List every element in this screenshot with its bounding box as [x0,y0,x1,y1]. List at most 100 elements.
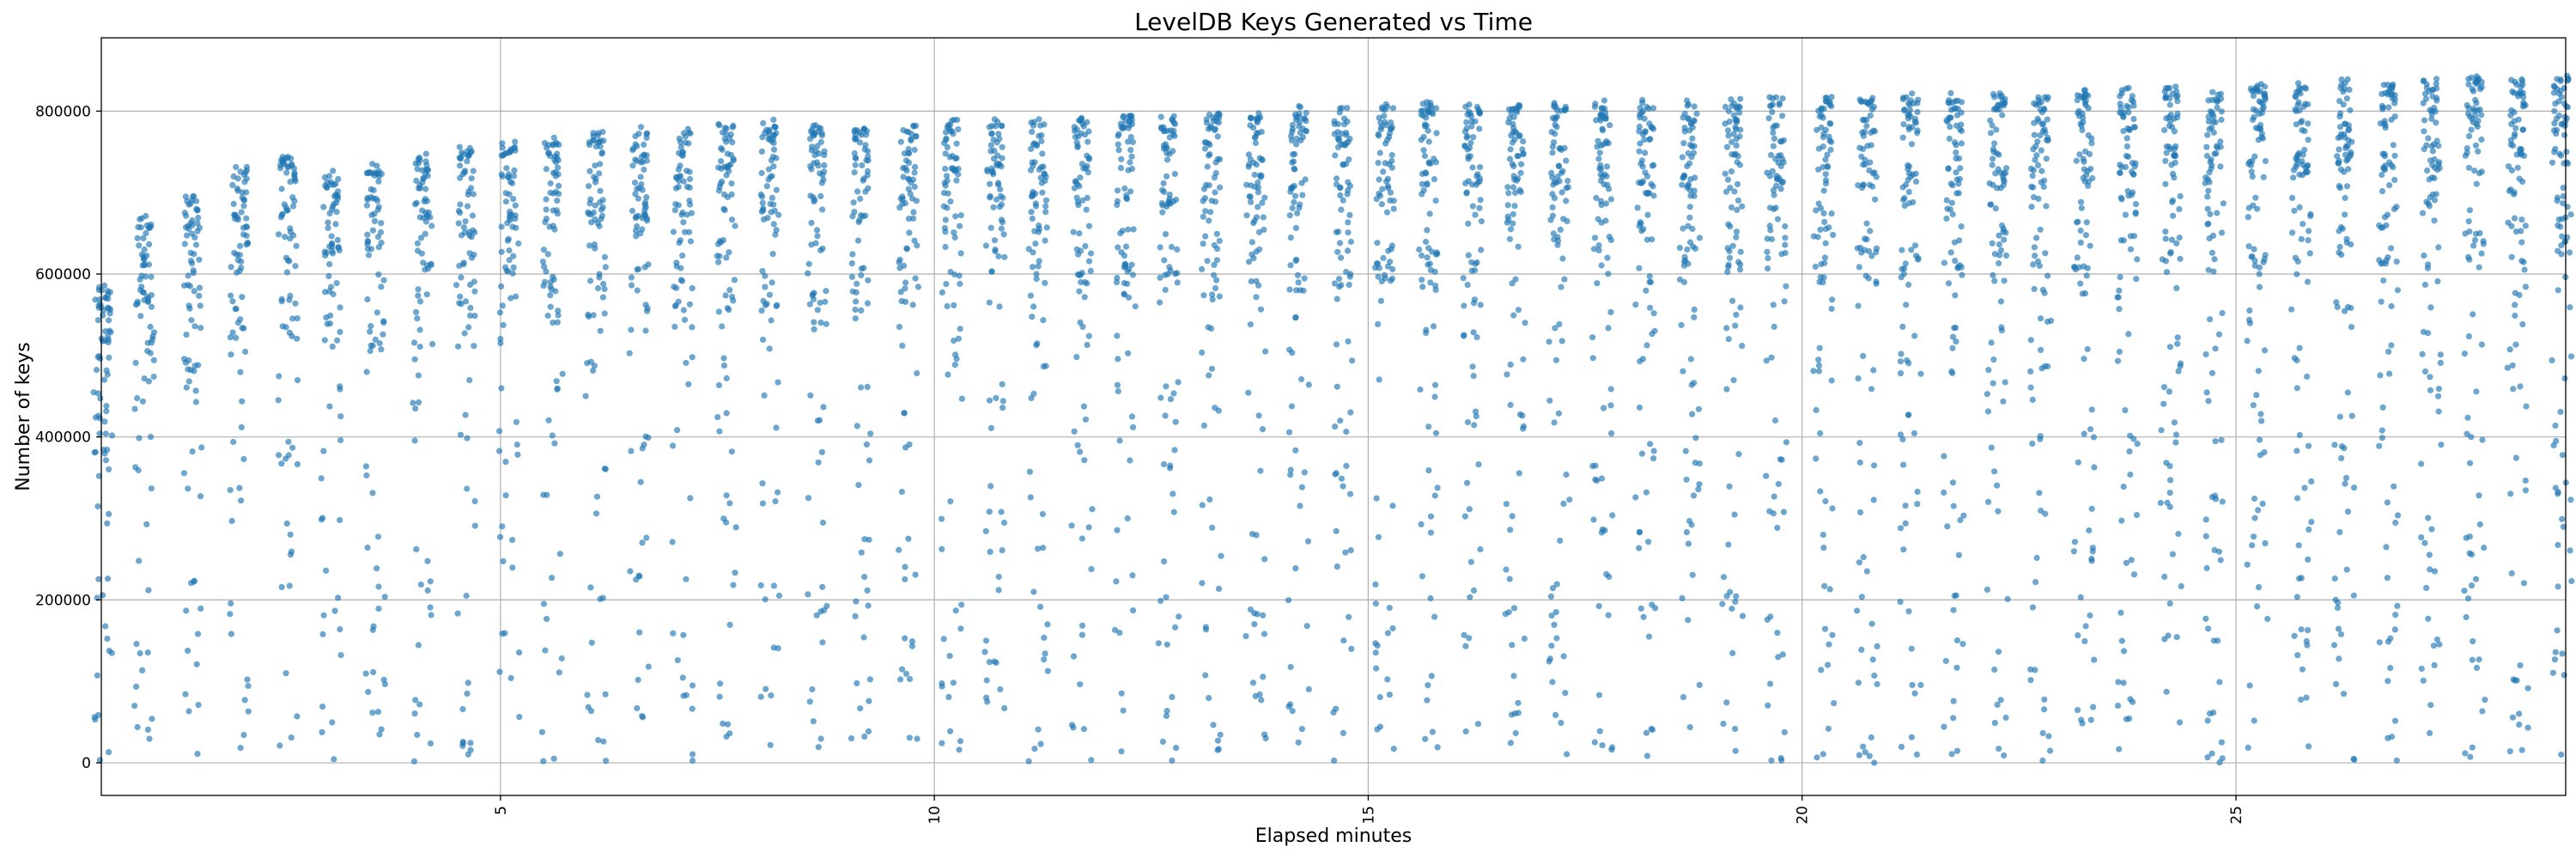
data-point [602,466,609,472]
data-point [686,184,694,191]
data-point [1739,203,1746,210]
data-point [1598,202,1605,209]
data-point [191,362,198,369]
data-point [2120,237,2127,244]
data-point [2027,368,2034,375]
data-point [1122,118,1129,125]
data-point [2549,159,2556,166]
data-point [2561,131,2568,138]
data-point [760,119,767,127]
data-point [1730,377,1737,384]
data-point [1386,605,1393,612]
data-point [141,375,148,382]
data-point [2120,128,2127,135]
data-point [1076,230,1083,237]
data-point [1389,265,1396,272]
data-point [855,218,862,226]
data-point [1347,271,1354,277]
data-point [2027,165,2035,172]
data-point [2219,309,2226,317]
data-point [991,116,998,123]
data-point [2563,103,2570,110]
data-point [2002,379,2008,386]
data-point [1995,649,2002,655]
data-point [1159,738,1166,746]
data-point [1781,298,1788,305]
data-point [2299,666,2306,673]
data-point [185,272,191,279]
data-point [2469,744,2476,751]
data-point [1519,412,1526,419]
data-point [628,282,635,289]
data-point [2336,528,2343,536]
data-point [674,427,681,434]
data-point [374,565,380,572]
data-point [1334,143,1342,150]
data-point [855,482,862,489]
data-point [423,291,430,298]
data-point [2342,120,2348,127]
data-point [462,411,469,418]
data-point [2344,389,2351,396]
data-point [908,179,914,186]
data-point [1200,213,1206,220]
data-point [2388,302,2395,310]
data-point [762,685,769,692]
data-point [809,292,816,299]
data-point [413,177,420,184]
data-point [762,272,769,279]
data-point [2202,174,2209,181]
data-point [463,593,470,600]
data-point [1505,190,1512,197]
data-point [669,539,676,545]
data-point [1736,104,1743,111]
data-point [2163,688,2170,695]
data-point [2032,253,2038,259]
data-point [860,213,866,220]
data-point [1118,748,1125,755]
data-point [2424,167,2431,174]
data-point [2173,634,2180,641]
data-point [1215,119,1222,126]
data-point [1725,336,1732,343]
data-point [2124,187,2131,195]
data-point [1637,140,1643,147]
data-point [549,432,556,439]
data-point [1377,297,1384,304]
data-point [1162,231,1170,238]
data-point [375,168,383,175]
data-point [999,219,1006,226]
data-point [506,247,513,254]
data-point [238,497,245,504]
data-point [1592,462,1599,469]
data-point [374,533,382,540]
data-point [2078,204,2085,211]
data-point [1957,516,1964,524]
data-point [2166,344,2173,350]
data-point [1261,731,1268,738]
data-point [957,738,964,745]
data-point [2087,716,2094,723]
data-point [601,253,609,260]
data-point [1073,194,1080,201]
data-point [2029,440,2036,448]
data-point [2207,710,2214,717]
data-point [239,325,246,332]
data-point [375,271,382,278]
data-point [2127,233,2134,240]
data-point [680,631,687,638]
data-point [454,343,462,350]
data-point [2516,710,2523,717]
data-point [2033,235,2040,241]
data-point [2560,185,2567,192]
data-point [1520,356,1527,362]
data-point [1381,113,1388,119]
data-point [670,630,677,637]
data-point [1898,743,1905,751]
data-point [2296,204,2303,210]
data-point [1984,586,1990,594]
data-point [319,728,325,736]
data-point [716,122,723,129]
data-point [1733,311,1740,318]
data-point [2207,316,2214,323]
